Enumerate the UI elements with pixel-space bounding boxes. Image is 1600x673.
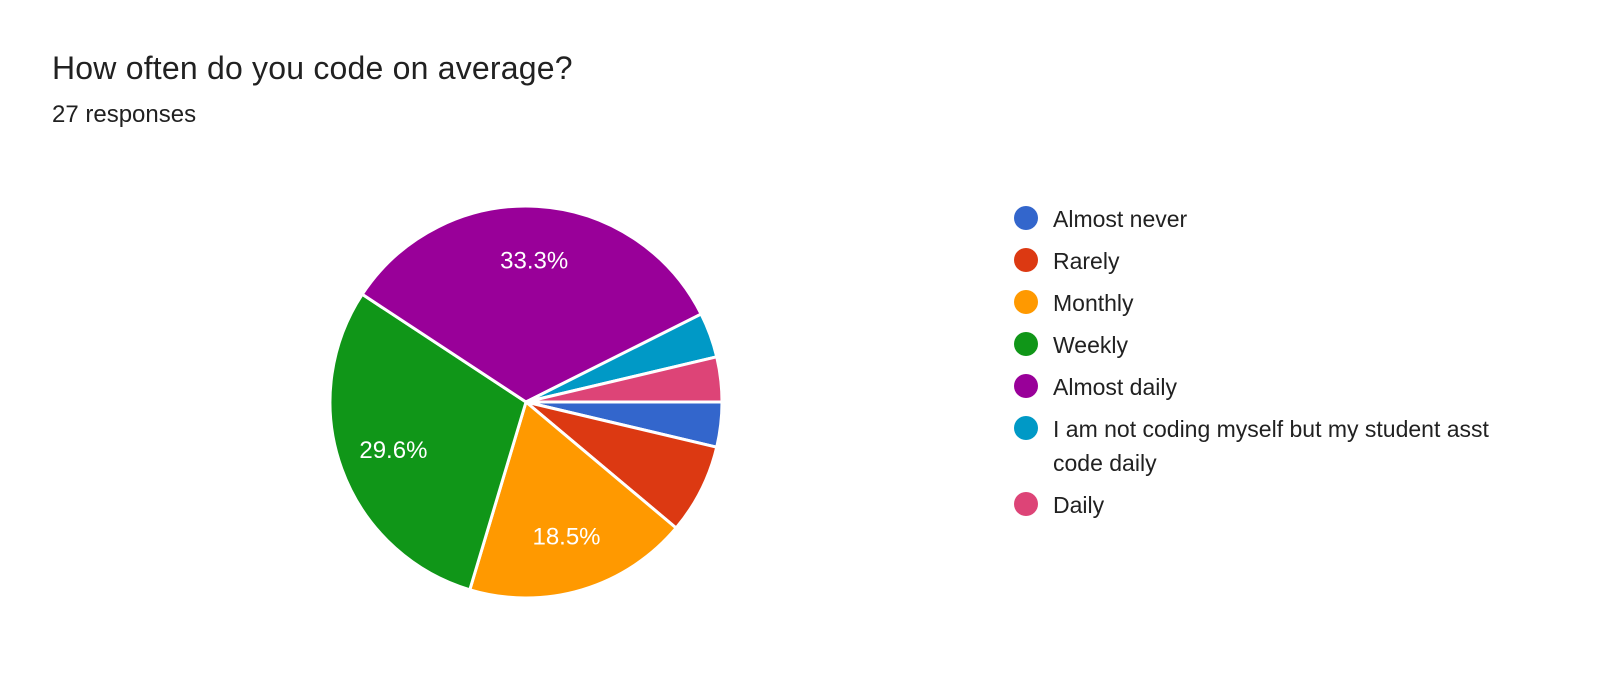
- pie-slice-daily[interactable]: [524, 355, 724, 404]
- slice-label-monthly: 18.5%: [532, 524, 600, 551]
- question-title: How often do you code on average?: [52, 50, 573, 86]
- legend-color-dot: [1014, 290, 1038, 314]
- pie-slice-almost-daily[interactable]: [360, 204, 703, 404]
- chart-header: How often do you code on average? 27 res…: [52, 48, 573, 129]
- pie-slice-weekly[interactable]: [328, 292, 528, 592]
- legend-item-monthly: Monthly: [1014, 286, 1498, 320]
- slice-label-almost-daily: 33.3%: [500, 248, 568, 275]
- pie-chart: 18.5% 29.6% 33.3%: [328, 204, 724, 600]
- legend-item-label: Daily: [1053, 492, 1105, 518]
- legend-item-i-am-not-coding-myself-but-my-student-as: I am not coding myself but my student as…: [1014, 412, 1498, 480]
- legend-color-dot: [1014, 374, 1038, 398]
- legend-item-weekly: Weekly: [1014, 328, 1498, 362]
- responses-count: 27 responses: [52, 101, 197, 128]
- legend-item-label: I am not coding myself but my student as…: [1053, 416, 1489, 476]
- legend-color-dot: [1014, 332, 1038, 356]
- legend-item-label: Weekly: [1053, 332, 1128, 358]
- legend: Almost never Rarely Monthly Weekly Almost da…: [1014, 202, 1498, 530]
- pie-slice-monthly[interactable]: [468, 400, 678, 600]
- legend-item-almost-never: Almost never: [1014, 202, 1498, 236]
- legend-item-label: Rarely: [1053, 248, 1120, 274]
- legend-item-label: Almost never: [1053, 206, 1188, 232]
- legend-item-daily: Daily: [1014, 488, 1498, 522]
- legend-color-dot: [1014, 248, 1038, 272]
- legend-item-almost-daily: Almost daily: [1014, 370, 1498, 404]
- legend-color-dot: [1014, 416, 1038, 440]
- legend-item-label: Almost daily: [1053, 374, 1177, 400]
- legend-item-rarely: Rarely: [1014, 244, 1498, 278]
- legend-color-dot: [1014, 206, 1038, 230]
- legend-item-label: Monthly: [1053, 290, 1134, 316]
- legend-color-dot: [1014, 492, 1038, 516]
- slice-label-weekly: 29.6%: [359, 437, 427, 464]
